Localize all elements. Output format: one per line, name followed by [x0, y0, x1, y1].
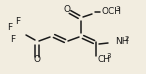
Text: 2: 2: [125, 36, 129, 42]
Text: O: O: [64, 5, 71, 13]
Text: F: F: [10, 34, 16, 44]
Text: 3: 3: [106, 53, 111, 59]
Text: 3: 3: [115, 6, 119, 12]
Text: OCH: OCH: [102, 7, 122, 15]
Text: F: F: [7, 22, 13, 32]
Text: NH: NH: [115, 38, 128, 46]
Text: O: O: [33, 54, 40, 63]
Text: CH: CH: [97, 54, 110, 63]
Text: F: F: [15, 17, 21, 26]
